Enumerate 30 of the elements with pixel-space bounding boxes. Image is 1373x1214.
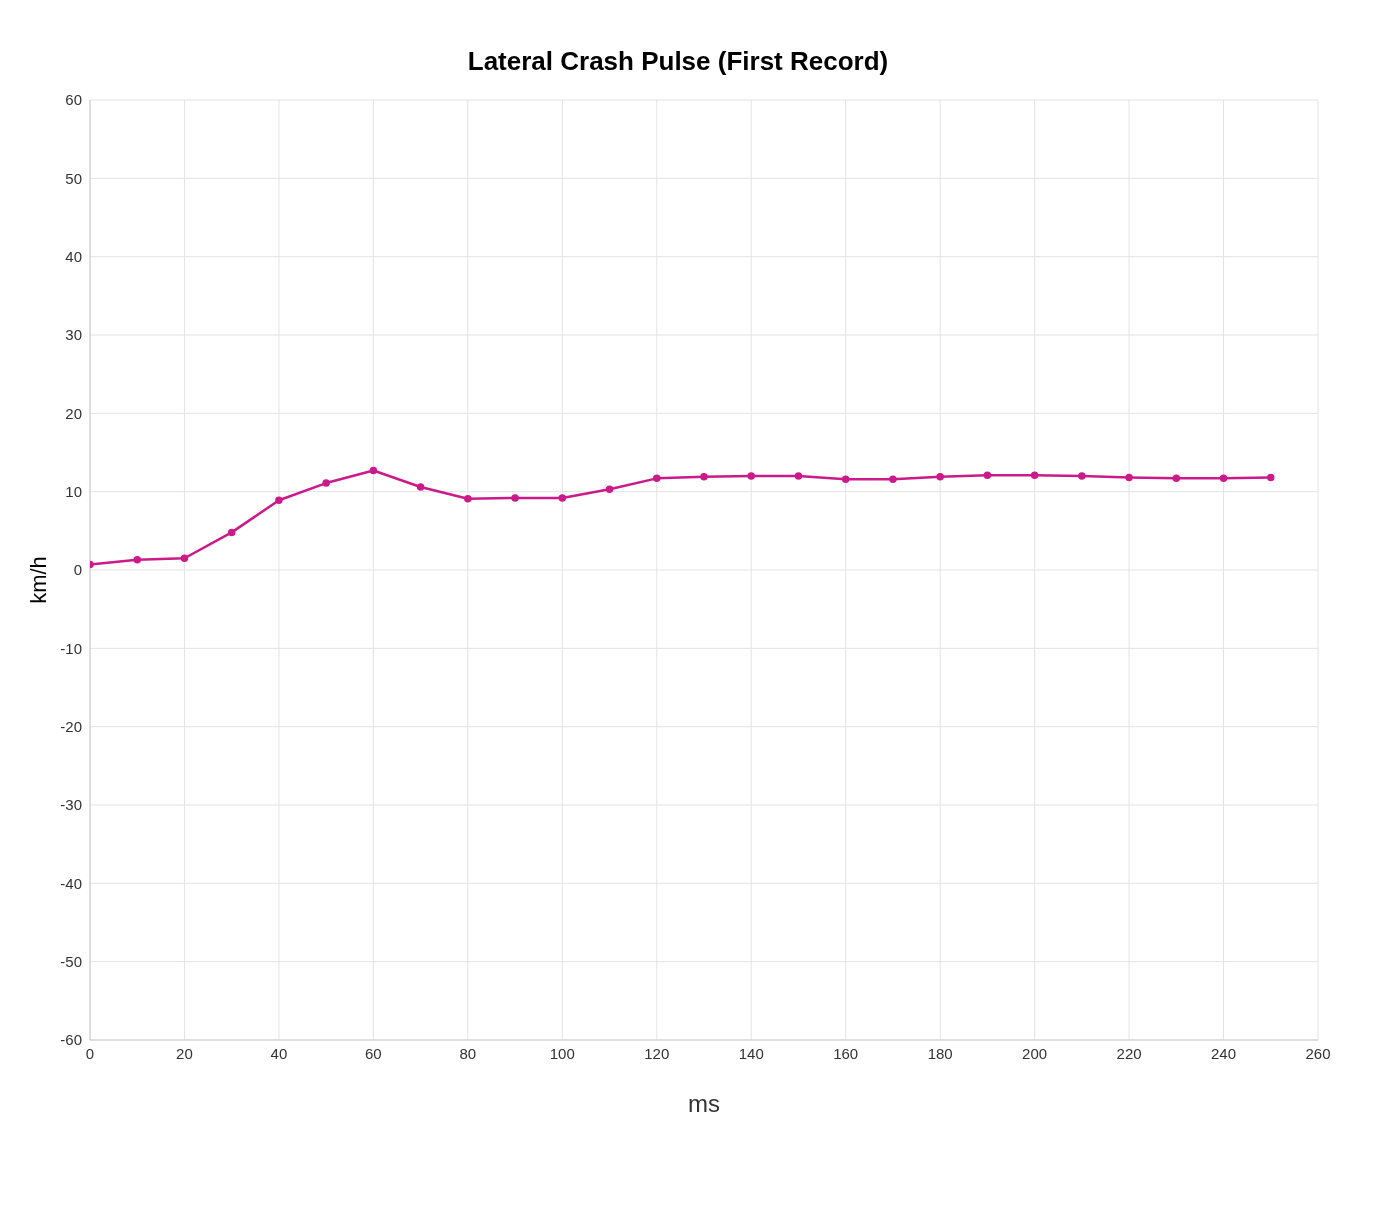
y-tick-label: -20 — [60, 717, 82, 735]
y-tick-label: 20 — [65, 404, 82, 422]
x-tick-label: 220 — [1116, 1044, 1142, 1062]
x-tick-label: 180 — [927, 1044, 953, 1062]
x-tick-label: 140 — [738, 1044, 764, 1062]
x-tick-label: 20 — [176, 1044, 193, 1062]
y-axis-title: km/h — [26, 556, 52, 604]
y-tick-label: -10 — [60, 639, 82, 657]
y-tick-label: -40 — [60, 874, 82, 892]
y-tick-label: 40 — [65, 247, 82, 265]
y-tick-label: 50 — [65, 169, 82, 187]
chart-title: Lateral Crash Pulse (First Record) — [466, 46, 890, 78]
y-tick-label: -60 — [60, 1031, 82, 1049]
y-tick-label: -30 — [60, 796, 82, 814]
x-tick-label: 80 — [459, 1044, 477, 1062]
y-tick-label: 10 — [65, 482, 82, 500]
y-tick-label: -50 — [60, 952, 82, 970]
x-tick-label: 0 — [85, 1044, 95, 1062]
y-tick-label: 0 — [73, 561, 82, 579]
x-tick-label: 40 — [270, 1044, 288, 1062]
y-tick-label: 60 — [65, 91, 82, 109]
y-tick-label: 30 — [65, 326, 82, 344]
x-tick-label: 100 — [549, 1044, 575, 1062]
x-tick-label: 260 — [1305, 1044, 1331, 1062]
x-tick-label: 160 — [833, 1044, 859, 1062]
x-tick-label: 60 — [365, 1044, 382, 1062]
x-axis-title: ms — [688, 1090, 720, 1117]
x-tick-label: 240 — [1211, 1044, 1237, 1062]
x-tick-label: 200 — [1022, 1044, 1048, 1062]
x-tick-label: 120 — [644, 1044, 670, 1062]
